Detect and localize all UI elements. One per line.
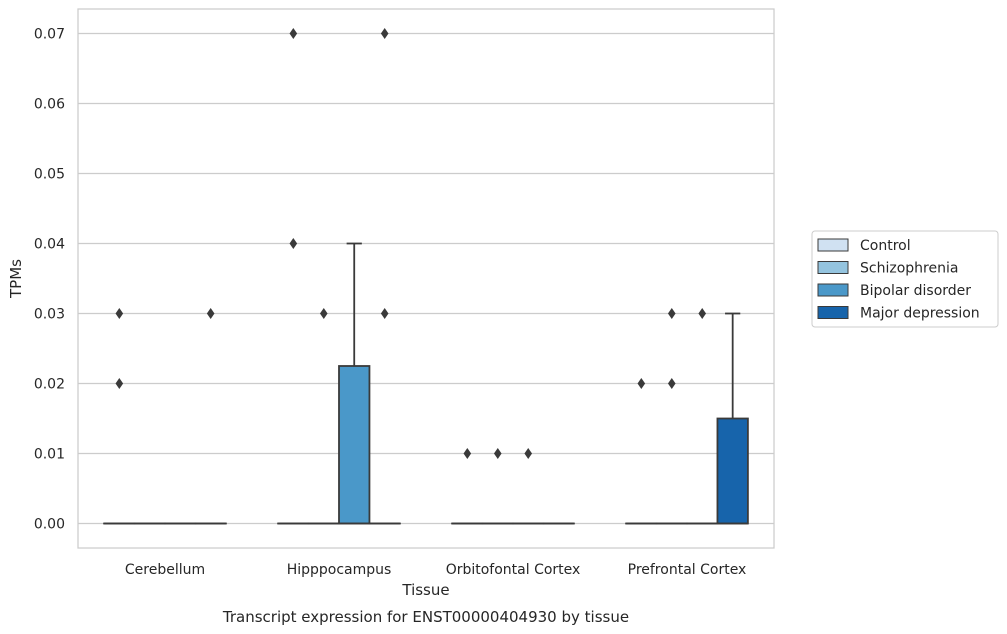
legend-label: Schizophrenia <box>860 261 958 277</box>
y-tick-label: 0.01 <box>34 447 65 463</box>
box-bipolar-disorder <box>686 308 719 525</box>
outlier-point <box>380 308 389 319</box>
outlier-point <box>463 448 472 459</box>
box-control <box>103 308 136 525</box>
legend-swatch <box>817 261 849 274</box>
x-tick-label: Prefrontal Cortex <box>628 562 747 578</box>
y-tick-label: 0.07 <box>34 27 65 43</box>
legend-swatch <box>817 283 849 297</box>
y-axis-ticks: 0.00 0.01 0.02 0.03 0.04 0.05 0.06 0.07 <box>34 27 65 533</box>
box-control <box>277 28 310 525</box>
box-major-depression <box>194 308 227 525</box>
x-tick-label: Cerebellum <box>125 562 205 578</box>
outlier-point <box>493 448 502 459</box>
legend-frame <box>811 230 999 328</box>
box-control <box>625 378 658 525</box>
outlier-point <box>319 308 328 319</box>
legend-label: Bipolar disorder <box>860 283 971 299</box>
legend-label: Major depression <box>860 306 980 322</box>
x-axis-title: Tissue <box>401 581 449 599</box>
x-axis-ticks: Cerebellum Hipppocampus Orbitofontal Corte… <box>125 562 746 578</box>
y-tick-label: 0.05 <box>34 167 65 183</box>
y-tick-label: 0.04 <box>34 237 65 253</box>
outlier-point <box>667 378 676 389</box>
outlier-point <box>206 308 215 319</box>
y-tick-label: 0.06 <box>34 97 65 113</box>
x-tick-label: Orbitofontal Cortex <box>446 562 581 578</box>
box-major-depression <box>716 312 749 525</box>
outlier-point <box>289 28 298 39</box>
y-axis-title: TPMs <box>7 259 25 299</box>
outlier-point <box>289 238 298 249</box>
y-tick-label: 0.02 <box>34 377 65 393</box>
box-bipolar-disorder <box>338 242 371 525</box>
legend-swatch <box>817 238 849 252</box>
box-schizophrenia <box>307 308 340 525</box>
legend-swatch <box>817 306 849 319</box>
outlier-point <box>380 28 389 39</box>
y-tick-label: 0.00 <box>34 517 65 533</box>
outlier-point <box>524 448 533 459</box>
legend-label: Control <box>860 238 911 254</box>
box-schizophrenia <box>655 308 688 525</box>
chart-caption: Transcript expression for ENST0000040493… <box>222 608 629 626</box>
box-bipolar-disorder <box>512 448 545 525</box>
plot-area-frame <box>77 8 775 549</box>
outlier-point <box>115 308 124 319</box>
legend: Control Schizophrenia Bipolar disorder Majo… <box>811 230 999 328</box>
outlier-point <box>698 308 707 319</box>
box-body <box>716 417 749 525</box>
gridlines <box>78 32 774 525</box>
box-body <box>338 365 371 525</box>
x-tick-label: Hipppocampus <box>287 562 392 578</box>
box-control <box>451 448 484 525</box>
box-schizophrenia <box>481 448 514 525</box>
outlier-point <box>667 308 676 319</box>
outlier-point <box>115 378 124 389</box>
boxes <box>103 28 749 525</box>
box-major-depression <box>368 28 401 525</box>
y-tick-label: 0.03 <box>34 307 65 323</box>
outlier-point <box>637 378 646 389</box>
